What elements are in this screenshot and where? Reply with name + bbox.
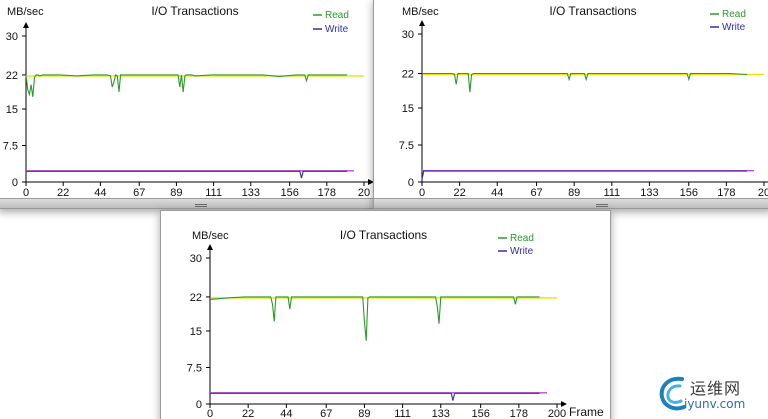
io-chart-2: I/O Transactions MB/sec 0 7.5 15 22 30 0 22 44 67 8…: [399, 4, 768, 199]
x-tick-label: 200: [548, 408, 566, 419]
y-tick-label: 7.5: [187, 363, 202, 375]
x-tick-label: 178: [510, 408, 528, 419]
swirl-icon: [659, 376, 686, 411]
y-tick-label: 30: [6, 31, 18, 43]
series-line-write: [26, 170, 348, 179]
x-tick-label: 156: [680, 187, 698, 199]
y-axis-label: MB/sec: [402, 6, 439, 18]
x-tick-label: 22: [57, 187, 69, 199]
chart-title: I/O Transactions: [340, 228, 427, 242]
window-chart-3[interactable]: I/O Transactions MB/sec 0 7.5 15 22 30 0 22 44 67 8…: [160, 210, 611, 419]
x-tick-label: 111: [394, 408, 411, 419]
y-tick-label: 0: [196, 399, 202, 411]
y-tick-label: 7.5: [3, 141, 18, 153]
x-tick-label: 44: [491, 187, 503, 199]
legend-label-write: Write: [325, 24, 349, 35]
io-chart-1: I/O Transactions MB/sec 0 7.5 15 22 30 0 22 44 67 8…: [3, 4, 374, 199]
legend-label-write: Write: [510, 246, 534, 257]
x-tick-label: 0: [23, 187, 29, 199]
y-axis-arrow-icon: [23, 22, 29, 28]
x-tick-label: 20: [358, 187, 370, 199]
y-tick-label: 22: [402, 68, 414, 80]
legend-label-read: Read: [510, 233, 534, 244]
x-tick-label: 0: [207, 408, 213, 419]
y-tick-label: 15: [190, 326, 202, 338]
x-tick-label: 67: [320, 408, 332, 419]
x-tick-label: 22: [453, 187, 465, 199]
window-bottom-bar: [374, 198, 768, 208]
series-line-write: [421, 170, 747, 180]
x-tick-label: 89: [170, 187, 182, 199]
x-axis-arrow-icon: [561, 401, 567, 407]
x-tick-label: 67: [530, 187, 542, 199]
x-tick-label: 178: [318, 187, 336, 199]
y-tick-label: 15: [402, 103, 414, 115]
x-tick-label: 133: [432, 408, 450, 419]
watermark-chinese-text: 运维网: [690, 379, 742, 398]
y-tick-label: 0: [12, 177, 18, 189]
x-tick-label: 89: [568, 187, 580, 199]
x-tick-label: 156: [471, 408, 489, 419]
x-tick-label: 0: [419, 187, 425, 199]
window-chart-2[interactable]: I/O Transactions MB/sec 0 7.5 15 22 30 0 22 44 67 8…: [373, 0, 768, 209]
y-axis-arrow-icon: [419, 20, 425, 26]
x-tick-label: 111: [603, 187, 620, 199]
io-chart-3: I/O Transactions MB/sec 0 7.5 15 22 30 0 22 44 67 8…: [187, 228, 604, 419]
legend-label-read: Read: [325, 10, 349, 21]
x-tick-label: 133: [640, 187, 658, 199]
resize-handle[interactable]: [596, 204, 608, 205]
y-axis-label: MB/sec: [192, 230, 229, 242]
x-tick-label: 156: [280, 187, 298, 199]
y-tick-label: 0: [408, 177, 414, 189]
x-tick-label: 178: [717, 187, 735, 199]
y-axis-label: MB/sec: [7, 6, 44, 18]
x-axis-arrow-icon: [368, 179, 374, 185]
series-line-read: [209, 296, 540, 341]
x-tick-label: 67: [133, 187, 145, 199]
x-tick-label: 111: [205, 187, 222, 199]
resize-handle[interactable]: [195, 204, 207, 205]
chart-title: I/O Transactions: [549, 4, 636, 18]
y-tick-label: 22: [6, 70, 18, 82]
x-tick-label: 133: [242, 187, 260, 199]
y-axis-arrow-icon: [207, 244, 213, 250]
y-tick-label: 7.5: [399, 140, 414, 152]
x-axis-label: Frame: [569, 405, 604, 419]
y-tick-label: 22: [190, 292, 202, 304]
legend-label-write: Write: [722, 22, 746, 33]
watermark-logo: 运维网 iyunv.com: [656, 371, 762, 417]
y-tick-label: 30: [402, 29, 414, 41]
series-line-read: [422, 72, 747, 93]
window-bottom-bar: [0, 198, 374, 208]
x-tick-label: 44: [280, 408, 292, 419]
x-tick-label: 22: [242, 408, 254, 419]
y-tick-label: 15: [6, 104, 18, 116]
window-chart-1[interactable]: I/O Transactions MB/sec 0 7.5 15 22 30 0 22 44 67 8…: [0, 0, 375, 209]
legend-label-read: Read: [722, 9, 746, 20]
x-tick-label: 89: [358, 408, 370, 419]
series-line-read: [25, 74, 348, 97]
y-tick-label: 30: [190, 253, 202, 265]
x-tick-label: 44: [94, 187, 106, 199]
series-line-write: [210, 392, 540, 401]
chart-title: I/O Transactions: [151, 4, 238, 18]
watermark-domain-text: iyunv.com: [684, 397, 746, 411]
x-tick-label: 20: [758, 187, 768, 199]
